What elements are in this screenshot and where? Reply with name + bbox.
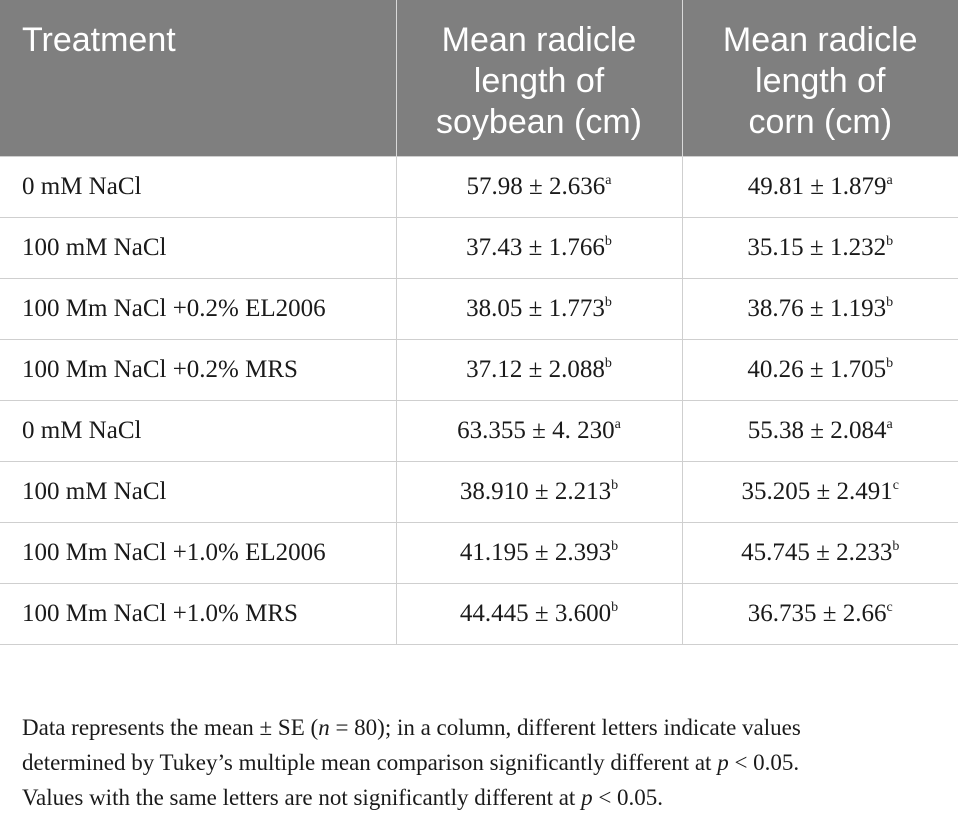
table-body: 0 mM NaCl 57.98 ± 2.636a 49.81 ± 1.879a 100… [0,155,958,645]
soybean-value: 38.910 ± 2.213 [459,477,612,505]
soybean-value-cell: 37.12 ± 2.088b [396,339,683,401]
header-soybean: Mean radicle length of soybean (cm) [396,0,683,156]
footnote-italic-p: p [581,785,593,810]
corn-value: 55.38 ± 2.084 [747,416,887,444]
soybean-value-cell: 57.98 ± 2.636a [396,155,683,218]
soybean-value: 44.445 ± 3.600 [459,599,612,627]
corn-significance-letter: a [886,172,893,188]
footnote-text: Values with the same letters are not sig… [22,785,582,810]
corn-value-cell: 35.205 ± 2.491c [682,461,958,523]
table-row: 100 mM NaCl 37.43 ± 1.766b 35.15 ± 1.232b [0,217,958,279]
footnote-italic-n: n [318,715,330,740]
corn-value: 35.15 ± 1.232 [747,233,887,261]
soybean-value: 57.98 ± 2.636 [466,172,606,200]
soybean-significance-letter: b [611,538,619,554]
corn-value-cell: 49.81 ± 1.879a [682,155,958,218]
header-row: Treatment Mean radicle length of soybean… [0,0,958,156]
corn-value-cell: 38.76 ± 1.193b [682,278,958,340]
header-corn: Mean radicle length of corn (cm) [682,0,958,156]
header-corn-line-3: corn (cm) [748,103,893,141]
footnote-italic-p: p [717,750,729,775]
treatment-cell: 100 Mm NaCl +1.0% MRS [0,583,397,645]
results-table-container: Treatment Mean radicle length of soybean… [0,0,958,645]
soybean-significance-letter: a [605,172,612,188]
header-corn-line-2: length of [755,62,886,100]
soybean-value-cell: 41.195 ± 2.393b [396,522,683,584]
corn-significance-letter: c [892,477,899,493]
footnote-line-3: Values with the same letters are not sig… [22,780,942,815]
soybean-significance-letter: b [604,355,612,371]
soybean-significance-letter: a [614,416,621,432]
table-row: 0 mM NaCl 57.98 ± 2.636a 49.81 ± 1.879a [0,155,958,218]
table-row: 100 Mm NaCl +0.2% MRS 37.12 ± 2.088b 40.26… [0,339,958,401]
table-row: 100 Mm NaCl +0.2% EL2006 38.05 ± 1.773b 38… [0,278,958,340]
corn-significance-letter: a [886,416,893,432]
corn-value: 38.76 ± 1.193 [747,294,887,322]
treatment-cell: 0 mM NaCl [0,400,397,462]
soybean-significance-letter: b [604,233,612,249]
header-soybean-line-1: Mean radicle [441,21,637,59]
soybean-value: 37.43 ± 1.766 [466,233,605,261]
treatment-cell: 0 mM NaCl [0,155,397,218]
corn-significance-letter: c [886,599,893,615]
corn-value: 36.735 ± 2.66 [747,599,887,627]
corn-value-cell: 45.745 ± 2.233b [682,522,958,584]
soybean-value: 38.05 ± 1.773 [466,294,605,322]
footnote-line-2: determined by Tukey’s multiple mean comp… [22,745,942,780]
footnote-text: determined by Tukey’s multiple mean comp… [22,750,718,775]
header-corn-line-1: Mean radicle [722,21,918,59]
corn-value: 45.745 ± 2.233 [741,538,893,566]
treatment-cell: 100 Mm NaCl +0.2% EL2006 [0,278,397,340]
corn-value-cell: 36.735 ± 2.66c [682,583,958,645]
table-row: 100 Mm NaCl +1.0% EL2006 41.195 ± 2.393b 4… [0,522,958,584]
corn-significance-letter: b [886,294,894,310]
soybean-significance-letter: b [604,294,612,310]
table-row: 0 mM NaCl 63.355 ± 4. 230a 55.38 ± 2.084a [0,400,958,462]
treatment-cell: 100 Mm NaCl +0.2% MRS [0,339,397,401]
table-header: Treatment Mean radicle length of soybean… [0,0,958,156]
corn-value-cell: 35.15 ± 1.232b [682,217,958,279]
footnote-text: = 80); in a column, different letters in… [329,715,801,740]
soybean-value-cell: 38.910 ± 2.213b [396,461,683,523]
soybean-significance-letter: b [611,599,619,615]
corn-value: 49.81 ± 1.879 [747,172,887,200]
header-treatment: Treatment [0,0,397,156]
footnote-line-1: Data represents the mean ± SE (n = 80); … [22,710,942,745]
table-row: 100 Mm NaCl +1.0% MRS 44.445 ± 3.600b 36.7… [0,583,958,645]
header-soybean-line-2: length of [473,62,605,100]
soybean-value: 41.195 ± 2.393 [459,538,612,566]
header-soybean-line-3: soybean (cm) [436,103,642,141]
soybean-value-cell: 37.43 ± 1.766b [396,217,683,279]
soybean-value-cell: 38.05 ± 1.773b [396,278,683,340]
corn-significance-letter: b [892,538,900,554]
table-row: 100 mM NaCl 38.910 ± 2.213b 35.205 ± 2.491… [0,461,958,523]
radicle-length-table: Treatment Mean radicle length of soybean… [0,0,958,645]
soybean-value: 63.355 ± 4. 230 [457,416,615,444]
header-treatment-label: Treatment [22,21,176,59]
corn-value: 40.26 ± 1.705 [747,355,887,383]
treatment-cell: 100 mM NaCl [0,217,397,279]
table-footnote: Data represents the mean ± SE (n = 80); … [22,710,942,815]
corn-value-cell: 55.38 ± 2.084a [682,400,958,462]
treatment-cell: 100 mM NaCl [0,461,397,523]
corn-significance-letter: b [886,233,894,249]
treatment-cell: 100 Mm NaCl +1.0% EL2006 [0,522,397,584]
corn-significance-letter: b [886,355,894,371]
footnote-text: < 0.05. [728,750,800,775]
soybean-significance-letter: b [611,477,619,493]
footnote-text: Data represents the mean ± SE ( [22,715,319,740]
corn-value: 35.205 ± 2.491 [741,477,893,505]
soybean-value-cell: 44.445 ± 3.600b [396,583,683,645]
soybean-value-cell: 63.355 ± 4. 230a [396,400,683,462]
corn-value-cell: 40.26 ± 1.705b [682,339,958,401]
soybean-value: 37.12 ± 2.088 [466,355,605,383]
footnote-text: < 0.05. [592,785,664,810]
